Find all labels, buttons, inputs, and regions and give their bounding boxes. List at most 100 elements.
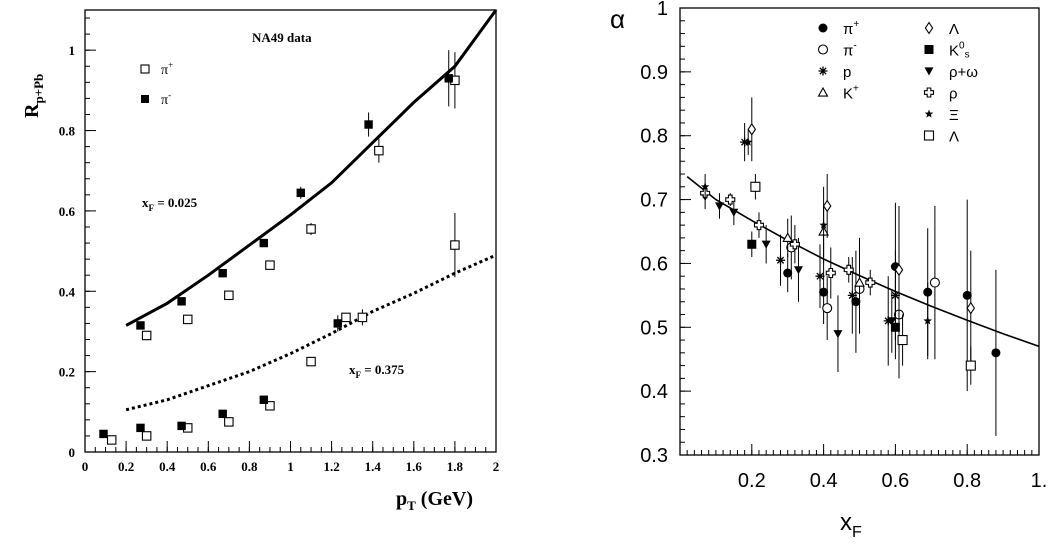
right-point xyxy=(743,137,753,146)
right-y-tick-label: 1 xyxy=(657,0,668,20)
right-point xyxy=(833,330,843,339)
right-point xyxy=(865,277,876,288)
right-point xyxy=(897,335,908,346)
left-fit-curve-dotted xyxy=(125,253,497,412)
right-y-tick-label: 0.9 xyxy=(640,62,668,84)
left-plot-frame xyxy=(84,9,497,453)
legend-marker xyxy=(924,67,934,76)
left-y-tick-label: 0 xyxy=(69,445,76,460)
right-point xyxy=(890,322,900,332)
left-x-tick-label: 0.8 xyxy=(241,459,258,474)
legend-marker xyxy=(923,130,935,141)
left-point xyxy=(136,321,145,330)
left-point xyxy=(265,260,275,270)
left-point xyxy=(141,330,152,341)
left-point xyxy=(296,188,305,198)
left-point xyxy=(374,145,384,156)
right-point xyxy=(843,264,854,275)
right-y-tick-label: 0.6 xyxy=(640,253,668,275)
legend-marker xyxy=(818,66,828,76)
left-y-tick-label: 0.4 xyxy=(59,284,76,299)
right-point xyxy=(887,317,897,326)
right-chart: 0.2 0.4 0.6 0.8 1. 0.3 0.4 0.5 0.6 0.7 0.8 0.9 1 π+ π… xyxy=(610,0,1047,541)
right-point xyxy=(819,287,829,297)
left-point xyxy=(224,417,234,427)
left-data-points xyxy=(99,50,460,445)
legend-marker xyxy=(924,109,934,118)
legend-marker xyxy=(818,23,828,33)
left-point xyxy=(218,268,227,278)
left-y-tick-label: 1 xyxy=(69,43,76,58)
left-x-tick-label: 1.2 xyxy=(323,459,339,474)
legend-label: π- xyxy=(843,41,857,60)
left-y-tick-label: 0.2 xyxy=(59,365,75,380)
right-point xyxy=(793,266,803,275)
left-curves xyxy=(125,9,498,412)
left-point xyxy=(306,224,316,234)
right-x-tick-label: 1. xyxy=(1031,470,1048,492)
left-legend: π+ π- xyxy=(140,60,173,108)
legend-marker-filled-square xyxy=(141,95,149,103)
right-point xyxy=(740,137,750,147)
left-point xyxy=(259,238,268,248)
legend-label: ρ+ω xyxy=(949,64,978,81)
left-point xyxy=(183,314,193,325)
right-point xyxy=(714,202,724,211)
right-point xyxy=(966,301,976,315)
right-y-axis-label: α xyxy=(610,4,625,34)
legend-label: π+ xyxy=(843,19,859,38)
legend-label: Ξ xyxy=(949,107,959,124)
right-point xyxy=(851,297,861,307)
left-point xyxy=(265,401,275,411)
legend-pi-plus: π+ xyxy=(161,60,173,78)
left-x-axis-label: pT (GeV) xyxy=(396,488,473,513)
right-y-tick-label: 0.7 xyxy=(640,190,668,212)
legend-label: Λ xyxy=(949,21,959,38)
left-x-tick-label: 1.8 xyxy=(447,459,464,474)
right-point xyxy=(894,263,904,277)
right-point xyxy=(776,255,786,265)
right-point xyxy=(747,122,757,136)
right-point xyxy=(923,316,932,325)
legend-marker xyxy=(924,21,934,35)
left-y-tick-label: 0.6 xyxy=(59,204,76,219)
left-axis-ticks: 0 0.2 0.4 0.6 0.8 1 1.2 1.4 1.6 1.8 2 0 0.2 0.4 0.6 0.8… xyxy=(59,17,499,474)
right-point xyxy=(965,360,976,371)
na49-label: NA49 data xyxy=(252,30,312,45)
right-x-axis-label: xF xyxy=(840,509,862,541)
xf-high-label: xF = 0.375 xyxy=(349,362,405,380)
right-point xyxy=(991,348,1001,358)
left-point xyxy=(136,423,145,433)
legend-label: K+ xyxy=(843,84,859,103)
left-x-tick-label: 1 xyxy=(287,459,294,474)
left-point xyxy=(306,356,316,367)
left-point xyxy=(99,429,108,439)
right-point xyxy=(747,239,757,249)
right-fit-curve xyxy=(686,175,1040,348)
right-plot-frame xyxy=(679,7,1040,456)
left-y-axis-label: Rp+Pb xyxy=(21,74,46,118)
right-point xyxy=(815,271,825,281)
xf-low-label: xF = 0.025 xyxy=(142,195,198,213)
left-x-tick-label: 0 xyxy=(82,459,89,474)
legend-marker xyxy=(817,86,829,97)
right-y-tick-label: 0.5 xyxy=(640,317,668,339)
right-curves xyxy=(686,175,1040,348)
left-point xyxy=(450,240,460,250)
legend-marker xyxy=(817,44,829,55)
right-point xyxy=(825,267,836,279)
right-point xyxy=(782,232,794,243)
left-point xyxy=(106,435,117,445)
right-y-tick-label: 0.8 xyxy=(640,126,668,148)
right-point xyxy=(822,199,832,213)
left-point xyxy=(177,421,186,431)
left-point xyxy=(364,120,373,129)
right-point xyxy=(847,290,857,300)
right-point xyxy=(761,240,771,249)
left-point xyxy=(177,297,186,306)
legend-marker xyxy=(924,45,934,54)
right-x-tick-label: 0.6 xyxy=(881,470,909,492)
left-point xyxy=(357,312,368,323)
